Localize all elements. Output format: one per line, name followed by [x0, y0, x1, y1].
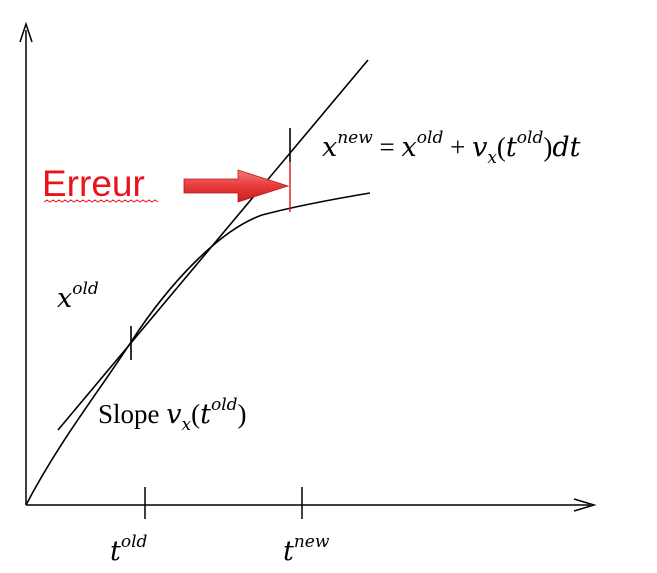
tangent-line: [57, 59, 369, 431]
slope-label: Slope vx(told): [98, 395, 247, 435]
x-old-label: xold: [57, 279, 99, 314]
error-arrow: [183, 169, 290, 203]
x-axis-arrowhead: [573, 498, 597, 512]
t-old-label: told: [110, 532, 148, 567]
t-new-label: tnew: [283, 532, 330, 567]
update-equation: xnew = xold + vx(told)dt: [322, 128, 581, 168]
y-axis-arrowhead: [19, 21, 33, 43]
solution-curve: [25, 192, 371, 506]
error-label: Erreur: [42, 163, 145, 204]
error-underline: [43, 199, 159, 203]
